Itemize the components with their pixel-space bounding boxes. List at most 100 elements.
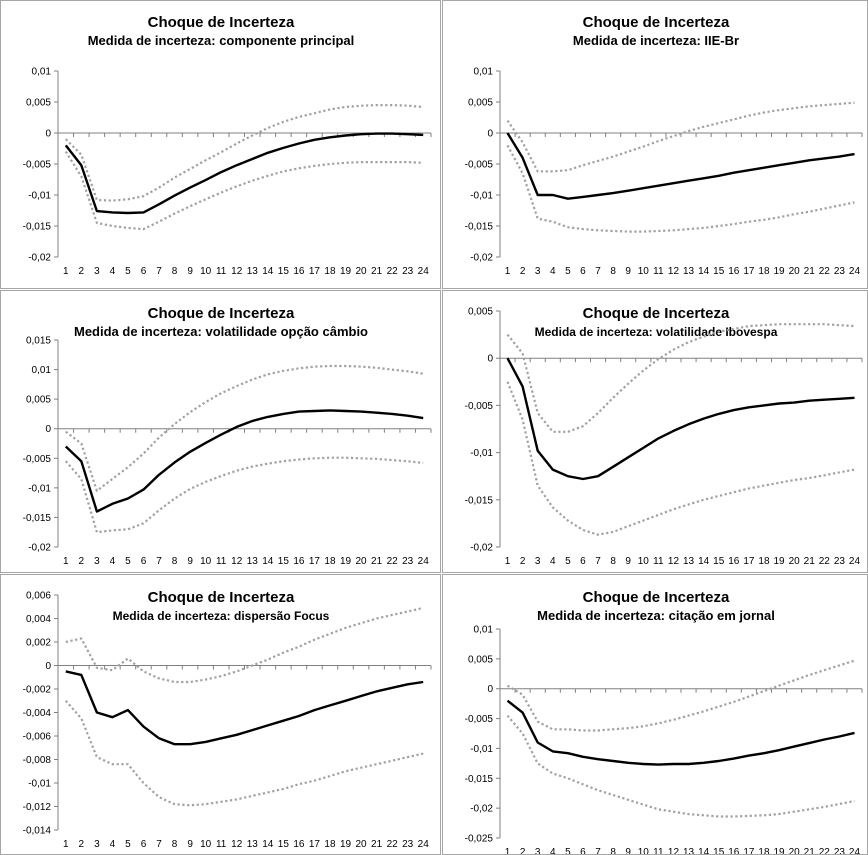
y-tick-label: 0 — [45, 129, 51, 140]
x-tick-label: 7 — [156, 839, 162, 850]
chart-panel-5: Choque de Incerteza Medida de incerteza: … — [0, 574, 441, 855]
x-tick-label: 7 — [156, 556, 162, 567]
x-tick-label: 14 — [262, 556, 274, 567]
x-tick-label: 22 — [819, 266, 831, 277]
x-tick-label: 15 — [713, 847, 725, 854]
x-tick-label: 20 — [789, 556, 801, 567]
x-tick-label: 15 — [278, 839, 290, 850]
chart-title: Choque de Incerteza — [148, 589, 295, 606]
x-tick-label: 17 — [743, 847, 755, 854]
y-tick-label: -0,01 — [470, 191, 493, 202]
series-lower-band-line — [64, 700, 424, 807]
x-tick-label: 5 — [125, 839, 131, 850]
x-tick-label: 16 — [728, 556, 740, 567]
x-tick-label: 4 — [550, 847, 556, 854]
x-tick-label: 12 — [668, 266, 680, 277]
series-lower-band-line — [506, 144, 855, 233]
x-tick-label: 21 — [371, 556, 383, 567]
x-tick-label: 18 — [324, 556, 336, 567]
x-tick-label: 6 — [580, 847, 586, 854]
series-upper-band-line — [506, 323, 855, 433]
y-tick-label: -0,02 — [470, 543, 493, 554]
y-tick-label: 0,01 — [32, 365, 52, 376]
series-upper-band-line — [65, 364, 424, 492]
y-tick-label: -0,01 — [28, 191, 51, 202]
x-tick-label: 15 — [713, 266, 725, 277]
y-tick-label: -0,02 — [28, 543, 51, 554]
x-tick-label: 3 — [535, 556, 541, 567]
x-tick-label: 19 — [773, 847, 785, 854]
x-tick-label: 16 — [728, 266, 740, 277]
x-tick-label: 21 — [804, 847, 816, 854]
y-tick-label: -0,02 — [470, 253, 493, 264]
x-tick-label: 8 — [610, 847, 616, 854]
x-tick-label: 23 — [402, 266, 414, 277]
chart-panel-6: Choque de Incerteza Medida de incerteza: … — [442, 574, 868, 855]
x-tick-label: 2 — [520, 266, 526, 277]
x-tick-label: 15 — [278, 266, 290, 277]
x-tick-label: 14 — [698, 556, 710, 567]
x-tick-label: 14 — [698, 847, 710, 854]
y-tick-label: -0,015 — [465, 774, 494, 785]
x-tick-label: 11 — [216, 839, 227, 850]
x-tick-label: 7 — [156, 266, 162, 277]
x-tick-label: 2 — [520, 847, 526, 854]
x-tick-label: 11 — [216, 266, 227, 277]
series-response-line — [65, 670, 424, 746]
x-tick-label: 2 — [520, 556, 526, 567]
x-tick-label: 13 — [247, 839, 259, 850]
chart-svg-1: Choque de Incerteza Medida de incerteza: … — [23, 14, 432, 277]
y-tick-label: 0,004 — [26, 614, 51, 625]
x-tick-label: 4 — [110, 556, 116, 567]
chart-svg-3: Choque de Incerteza Medida de incerteza: … — [23, 305, 432, 567]
y-tick-label: 0 — [487, 684, 493, 695]
x-tick-label: 6 — [580, 556, 586, 567]
chart-subtitle: Medida de incerteza: volatilidade opção … — [74, 324, 368, 339]
y-tick-label: -0,006 — [23, 732, 52, 743]
x-tick-label: 12 — [231, 556, 243, 567]
y-tick-label: -0,005 — [465, 160, 494, 171]
x-tick-label: 12 — [231, 839, 243, 850]
x-tick-label: 10 — [638, 556, 650, 567]
y-tick-label: -0,015 — [465, 222, 494, 233]
x-tick-label: 21 — [371, 839, 383, 850]
x-tick-label: 20 — [356, 556, 368, 567]
chart-panel-2: Choque de Incerteza Medida de incerteza: … — [442, 0, 868, 289]
x-tick-label: 9 — [187, 839, 193, 850]
y-tick-label: 0,005 — [468, 98, 493, 109]
series-response-line — [506, 357, 855, 481]
y-tick-label: -0,005 — [465, 714, 494, 725]
x-tick-label: 24 — [849, 847, 861, 854]
x-tick-label: 7 — [595, 847, 601, 854]
x-tick-label: 4 — [550, 266, 556, 277]
x-tick-label: 14 — [262, 266, 274, 277]
x-tick-label: 13 — [247, 266, 259, 277]
x-tick-label: 19 — [340, 266, 352, 277]
x-tick-label: 16 — [293, 556, 305, 567]
x-tick-label: 24 — [418, 266, 430, 277]
y-tick-label: 0,006 — [26, 591, 51, 602]
x-tick-label: 16 — [293, 839, 305, 850]
x-tick-label: 24 — [418, 556, 430, 567]
x-tick-label: 5 — [125, 556, 131, 567]
x-tick-label: 3 — [94, 839, 100, 850]
x-tick-label: 17 — [309, 266, 321, 277]
chart-svg-2: Choque de Incerteza Medida de incerteza: … — [465, 14, 863, 277]
x-tick-label: 13 — [683, 266, 695, 277]
x-tick-label: 24 — [849, 266, 861, 277]
y-tick-label: 0 — [45, 661, 51, 672]
chart-panel-4: Choque de Incerteza Medida de incerteza: … — [442, 290, 868, 573]
x-tick-label: 23 — [834, 556, 846, 567]
x-tick-label: 1 — [63, 556, 69, 567]
x-tick-label: 1 — [505, 266, 511, 277]
series-upper-band-line — [506, 659, 855, 732]
x-tick-label: 15 — [713, 556, 725, 567]
chart-title: Choque de Incerteza — [148, 305, 295, 322]
x-tick-label: 14 — [262, 839, 274, 850]
y-tick-label: 0,005 — [26, 98, 51, 109]
y-tick-label: -0,004 — [23, 708, 52, 719]
y-tick-label: -0,015 — [23, 222, 52, 233]
x-tick-label: 18 — [324, 839, 336, 850]
y-tick-label: -0,008 — [23, 755, 52, 766]
x-tick-label: 10 — [638, 266, 650, 277]
